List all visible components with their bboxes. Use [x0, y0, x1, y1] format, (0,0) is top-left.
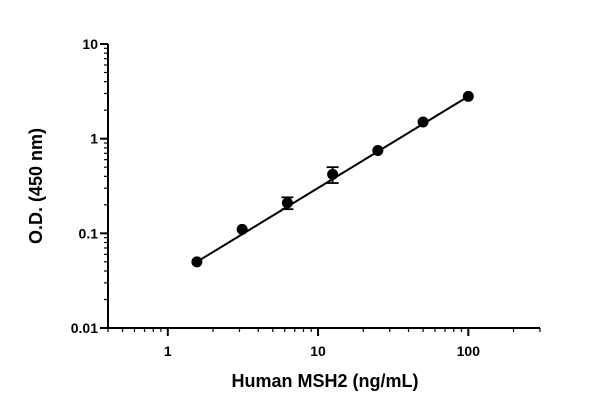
y-tick-label: 10 [82, 36, 98, 52]
y-tick-label: 0.01 [71, 320, 98, 336]
data-point [327, 168, 339, 180]
y-tick-label: 1 [90, 131, 98, 147]
y-tick-label: 0.1 [79, 225, 99, 241]
x-tick-label: 1 [164, 343, 172, 359]
data-point [372, 144, 384, 156]
data-point [417, 116, 429, 128]
axes: 0.01 0.1 1 10 1 10 100 [71, 36, 541, 359]
y-axis-title: O.D. (450 nm) [26, 128, 46, 244]
data-point [191, 256, 203, 268]
data-point [236, 223, 248, 235]
x-tick-label: 100 [457, 343, 481, 359]
x-tick-label: 10 [310, 343, 326, 359]
data-points [191, 90, 474, 268]
data-point [462, 90, 474, 102]
data-point [281, 197, 293, 209]
x-axis-title: Human MSH2 (ng/mL) [232, 371, 419, 391]
